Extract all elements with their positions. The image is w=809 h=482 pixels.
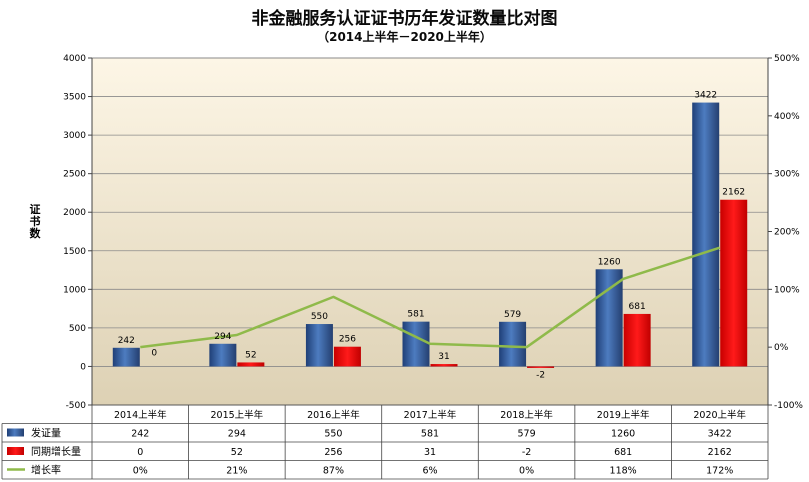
bar-growth bbox=[430, 364, 458, 367]
data-label-issued: 3422 bbox=[694, 91, 717, 101]
plot-area bbox=[91, 57, 769, 406]
bar-issued bbox=[499, 321, 527, 367]
x-category-label: 2020上半年 bbox=[693, 409, 746, 421]
y2-tick-label: -100% bbox=[774, 401, 803, 411]
chart-title: 非金融服务认证证书历年发证数量比对图 bbox=[251, 9, 558, 29]
bar-issued bbox=[595, 269, 623, 367]
table-cell: 52 bbox=[231, 447, 243, 458]
growth-line bbox=[140, 246, 721, 349]
table-cell: 0% bbox=[133, 466, 148, 477]
bar-growth bbox=[720, 199, 748, 367]
table-cell: 118% bbox=[610, 466, 637, 477]
bars bbox=[112, 102, 748, 368]
data-label-growth: 31 bbox=[438, 352, 449, 362]
y-tick-label: 2500 bbox=[63, 170, 86, 180]
data-label-growth: -2 bbox=[536, 370, 545, 380]
chart-subtitle: （2014上半年－2020上半年） bbox=[317, 30, 492, 44]
data-label-issued: 1260 bbox=[598, 257, 621, 267]
table-cell: 256 bbox=[324, 447, 342, 458]
data-label-growth: 681 bbox=[629, 302, 646, 312]
y-tick-label: 3500 bbox=[63, 93, 86, 103]
y2-tick-label: 400% bbox=[774, 112, 800, 122]
y-tick-label: 0 bbox=[80, 362, 86, 372]
bar-issued bbox=[112, 347, 140, 367]
legend-swatch bbox=[7, 428, 24, 437]
table-cell: 581 bbox=[421, 429, 439, 440]
data-label-issued: 581 bbox=[407, 310, 424, 320]
data-label-issued: 294 bbox=[214, 332, 231, 342]
bar-growth bbox=[333, 346, 361, 367]
legend-label: 同期增长量 bbox=[31, 445, 81, 458]
legend-label: 发证量 bbox=[31, 427, 61, 440]
x-category-label: 2014上半年 bbox=[114, 409, 167, 421]
data-labels: 242 0 294 52 550 256 581 31 579 -2 1260 681 3422 2162 bbox=[118, 91, 745, 381]
bar-issued bbox=[692, 102, 720, 367]
table-cell: 2162 bbox=[708, 447, 732, 458]
table-cell: 172% bbox=[706, 466, 733, 477]
y-tick-label: 500 bbox=[69, 324, 86, 334]
data-label-issued: 579 bbox=[504, 310, 521, 320]
y2-tick-label: 300% bbox=[774, 170, 800, 180]
bar-issued bbox=[209, 343, 237, 367]
table-cell: 31 bbox=[424, 447, 436, 458]
y-tick-label: 1500 bbox=[63, 247, 86, 257]
axes: -500 0 500 1000 1500 2000 2500 3000 3500 4000 -100… bbox=[63, 54, 803, 411]
table-cell: 681 bbox=[614, 447, 632, 458]
table-cell: 579 bbox=[518, 429, 536, 440]
x-category-label: 2016上半年 bbox=[307, 409, 360, 421]
y2-tick-label: 200% bbox=[774, 228, 800, 238]
table-cell: 0 bbox=[137, 447, 143, 458]
x-category-label: 2017上半年 bbox=[404, 409, 457, 421]
y2-tick-label: 100% bbox=[774, 285, 800, 295]
table-cell: 87% bbox=[323, 466, 344, 477]
y-tick-label: 2000 bbox=[63, 208, 86, 218]
bar-growth bbox=[623, 313, 651, 367]
y-tick-label: 3000 bbox=[63, 131, 86, 141]
table-cell: 3422 bbox=[708, 429, 732, 440]
table-cell: 21% bbox=[226, 466, 247, 477]
data-label-growth: 0 bbox=[151, 348, 157, 358]
table-cell: 1260 bbox=[611, 429, 635, 440]
bar-issued bbox=[402, 321, 430, 367]
y-axis-label: 证书数 bbox=[29, 203, 41, 240]
bar-growth bbox=[237, 362, 265, 367]
table-cell: 294 bbox=[228, 429, 246, 440]
table-cell: 550 bbox=[324, 429, 342, 440]
data-label-issued: 242 bbox=[118, 336, 135, 346]
x-category-label: 2015上半年 bbox=[211, 409, 264, 421]
data-label-growth: 52 bbox=[245, 350, 256, 360]
x-category-label: 2019上半年 bbox=[597, 409, 650, 421]
y2-tick-label: 500% bbox=[774, 54, 800, 64]
table-cell: 6% bbox=[422, 466, 437, 477]
table-cell: 0% bbox=[519, 466, 534, 477]
x-category-label: 2018上半年 bbox=[500, 409, 553, 421]
legend-label: 增长率 bbox=[31, 464, 61, 477]
bar-issued bbox=[305, 324, 333, 367]
table-cell: -2 bbox=[522, 447, 531, 458]
y-tick-label: 4000 bbox=[63, 54, 86, 64]
y-tick-label: -500 bbox=[66, 401, 87, 411]
table-cell: 242 bbox=[131, 429, 149, 440]
growth-rate-line bbox=[140, 246, 721, 349]
legend-swatch bbox=[7, 447, 24, 455]
data-label-growth: 2162 bbox=[722, 188, 745, 198]
data-label-issued: 550 bbox=[311, 312, 328, 322]
y-tick-label: 1000 bbox=[63, 285, 86, 295]
data-table: 2014上半年 2015上半年 2016上半年 2017上半年 2018上半年 2019上… bbox=[1, 404, 769, 480]
data-label-growth: 256 bbox=[339, 335, 356, 345]
bar-growth bbox=[527, 366, 555, 368]
y2-tick-label: 0% bbox=[774, 343, 789, 353]
